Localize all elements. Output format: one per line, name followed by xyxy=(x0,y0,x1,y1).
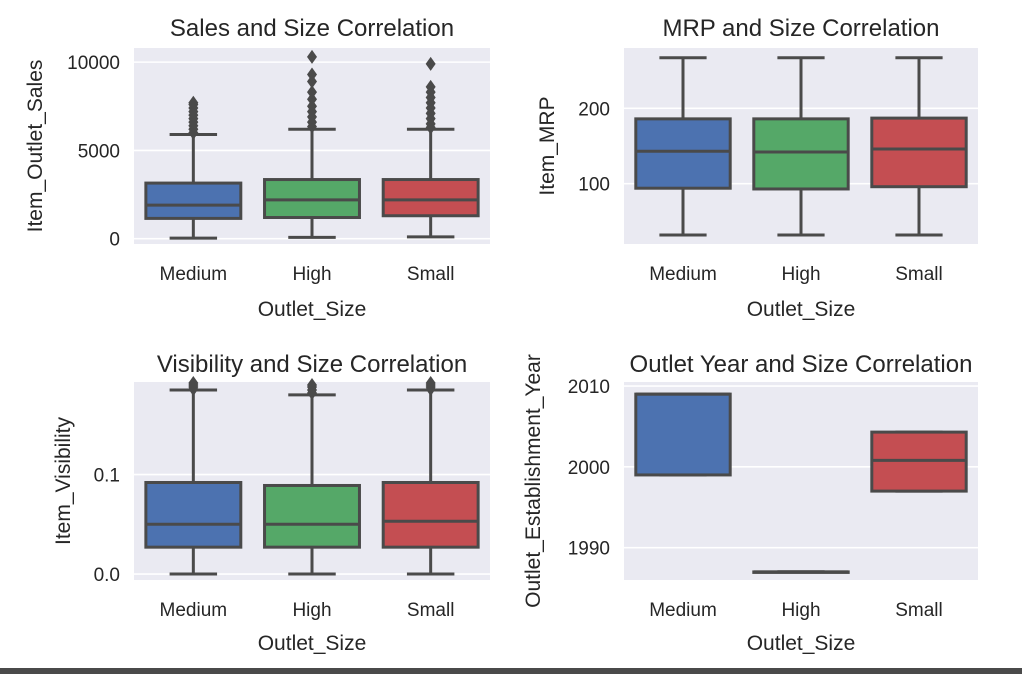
x-tick-label: High xyxy=(292,264,331,285)
bottom-divider xyxy=(0,668,1022,674)
y-tick-label: 5000 xyxy=(78,141,120,162)
box-small xyxy=(381,375,480,576)
chart-title: MRP and Size Correlation xyxy=(662,15,939,42)
x-tick-label: Medium xyxy=(160,600,228,621)
x-tick-label: Medium xyxy=(649,600,717,621)
box-iqr xyxy=(144,480,243,549)
box-iqr xyxy=(634,392,732,477)
x-tick-label: High xyxy=(781,264,820,285)
outlier-point xyxy=(425,375,436,390)
y-tick-label: 2010 xyxy=(568,377,610,398)
y-tick-label: 0.1 xyxy=(94,466,120,487)
box-medium xyxy=(144,375,243,576)
chart-title: Outlet Year and Size Correlation xyxy=(630,351,973,378)
x-tick-label: Small xyxy=(895,264,943,285)
x-tick-label: Small xyxy=(895,600,943,621)
y-tick-label: 200 xyxy=(578,99,610,120)
x-axis-label: Outlet_Size xyxy=(747,298,856,321)
outlier-point xyxy=(307,377,317,392)
box-high xyxy=(263,377,361,576)
outlier-point xyxy=(307,85,317,100)
chart-panel-4: 1990 2000 2010 Medium High Small Outlet Year a… xyxy=(522,351,978,655)
y-tick-label: 0 xyxy=(109,230,120,251)
outlier-point xyxy=(425,56,436,71)
x-tick-label: Medium xyxy=(649,264,717,285)
x-tick-label: High xyxy=(781,600,820,621)
box-high xyxy=(752,56,850,237)
y-tick-label: 1990 xyxy=(568,539,610,560)
x-axis-label: Outlet_Size xyxy=(747,632,856,655)
chart-title: Visibility and Size Correlation xyxy=(157,351,467,378)
box-medium xyxy=(634,392,732,477)
box-high xyxy=(752,570,850,574)
box-medium xyxy=(144,95,243,240)
outlier-point xyxy=(307,49,317,64)
box-medium xyxy=(634,56,732,237)
box-iqr xyxy=(752,117,850,191)
y-axis-label: Item_Outlet_Sales xyxy=(24,60,47,233)
y-axis-label: Item_Visibility xyxy=(52,417,75,545)
y-tick-label: 10000 xyxy=(67,53,120,74)
outlier-point xyxy=(425,79,436,94)
box-small xyxy=(381,56,480,239)
y-axis-label: Outlet_Establishment_Year xyxy=(522,354,545,608)
y-axis-label: Item_MRP xyxy=(536,96,559,195)
chart-panel-2: 100 200 Medium High Small MRP and Size Correl… xyxy=(536,15,978,321)
outlier-point xyxy=(188,375,199,390)
x-axis-label: Outlet_Size xyxy=(258,298,367,321)
box-iqr xyxy=(870,116,968,189)
x-tick-label: Small xyxy=(407,264,455,285)
outlier-point xyxy=(307,92,317,107)
y-tick-label: 0.0 xyxy=(94,565,120,586)
box-iqr xyxy=(263,483,361,549)
chart-panel-1: 0 5000 10000 Medium High Small Sales and Size … xyxy=(24,15,490,321)
box-high xyxy=(263,49,361,239)
outlier-point xyxy=(188,95,199,110)
box-iqr xyxy=(634,117,732,190)
box-iqr xyxy=(381,480,480,549)
x-tick-label: Medium xyxy=(160,264,228,285)
chart-panel-3: 0.0 0.1 Medium High Small Visibility and Size… xyxy=(52,351,490,655)
box-iqr xyxy=(144,181,243,220)
outlier-point xyxy=(307,99,317,114)
x-tick-label: Small xyxy=(407,600,455,621)
box-small xyxy=(870,56,968,237)
x-axis-label: Outlet_Size xyxy=(258,632,367,655)
x-tick-label: High xyxy=(292,600,331,621)
outlier-point xyxy=(307,67,317,82)
box-iqr xyxy=(381,178,480,218)
outlier-point xyxy=(307,74,317,89)
y-tick-label: 100 xyxy=(578,175,610,196)
chart-title: Sales and Size Correlation xyxy=(170,15,454,42)
box-small xyxy=(870,430,968,493)
y-tick-label: 2000 xyxy=(568,458,610,479)
